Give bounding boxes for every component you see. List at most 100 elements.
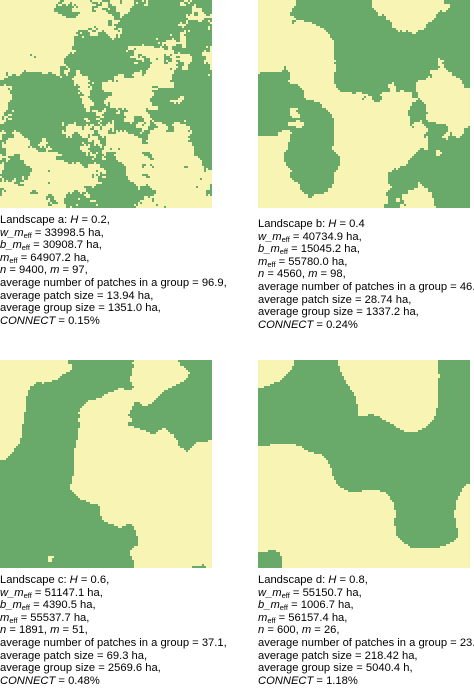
caption-text: = 97, [59, 264, 88, 277]
caption-text: CONNECT [0, 674, 56, 687]
caption-line: average number of patches in a group = 3… [0, 637, 227, 650]
caption-line: CONNECT = 0.15% [0, 315, 227, 328]
caption-line: b_meff = 15045.2 ha, [258, 243, 474, 256]
caption-line: b_meff = 1006.7 ha, [258, 599, 474, 612]
caption-text: b_m [0, 599, 22, 612]
caption-line: Landscape d: H = 0.8, [258, 574, 474, 587]
caption-text: average group size = 2569.6 ha, [0, 662, 161, 675]
caption-line: Landscape c: H = 0.6, [0, 574, 227, 587]
landscape-map [0, 0, 212, 208]
caption-text: H [69, 574, 78, 586]
caption-text: eff [267, 259, 276, 269]
caption-text: = 98, [317, 268, 346, 281]
caption-line: n = 4560, m = 98, [258, 268, 474, 281]
map-patches [258, 0, 470, 208]
caption-line: average group size = 5040.4 h, [258, 662, 474, 675]
caption-text: = 9400, [6, 264, 51, 277]
caption-text: = 1.18% [313, 674, 358, 687]
caption-text: m [301, 624, 312, 637]
caption-text: average patch size = 69.3 ha, [0, 649, 148, 662]
caption-text: average number of patches in a group = 2… [258, 636, 474, 649]
caption-text: = 40734.9 ha, [289, 230, 362, 243]
caption-text: = 51, [59, 624, 88, 637]
caption-text: average number of patches in a group = 9… [0, 276, 227, 289]
caption-line: b_meff = 4390.5 ha, [0, 599, 227, 612]
caption-line: w_meff = 33998.5 ha, [0, 227, 227, 240]
caption-line: average number of patches in a group = 9… [0, 277, 227, 290]
caption-text: eff [9, 255, 18, 265]
caption-text: = 15045.2 ha, [287, 243, 360, 256]
map-patches [0, 360, 212, 568]
caption-text: = 56157.4 ha, [275, 611, 348, 624]
caption-text: n [258, 268, 265, 281]
caption-text: = 4390.5 ha, [29, 599, 96, 612]
caption-text: m [258, 611, 268, 624]
caption-text: = 33998.5 ha, [31, 226, 104, 239]
caption-text: H [328, 574, 337, 586]
caption-text: b_m [0, 239, 22, 252]
caption-text: CONNECT [258, 318, 314, 331]
caption-text: m [258, 255, 268, 268]
caption-text: = 0.8, [336, 574, 368, 586]
caption-text: average group size = 5040.4 h, [258, 662, 413, 675]
caption-text: = 0.4 [336, 218, 365, 230]
caption-line: average group size = 1337.2 ha, [258, 306, 474, 319]
caption-text: = 0.48% [55, 674, 100, 687]
caption-line: n = 9400, m = 97, [0, 264, 227, 277]
caption-text: average patch size = 13.94 ha, [0, 289, 154, 302]
caption-line: average patch size = 218.42 ha, [258, 650, 474, 663]
caption-text: average number of patches in a group = 3… [0, 636, 227, 649]
caption-text: eff [23, 590, 32, 600]
caption-text: n [0, 624, 7, 637]
caption-text: = 1891, [6, 624, 51, 637]
caption: Landscape c: H = 0.6, w_meff = 51147.1 ha… [0, 574, 227, 687]
caption-line: Landscape a: H = 0.2, [0, 214, 227, 227]
caption-text: m [308, 268, 318, 281]
caption-text: = 51147.1 ha, [31, 586, 103, 599]
caption-text: = 26, [311, 624, 340, 637]
caption-text: average patch size = 218.42 ha, [258, 649, 418, 662]
caption: Landscape d: H = 0.8, w_meff = 55150.7 ha… [258, 574, 474, 687]
caption-text: n [258, 624, 265, 637]
caption-line: w_meff = 51147.1 ha, [0, 587, 227, 600]
caption-line: meff = 56157.4 ha, [258, 612, 474, 625]
caption-text: = 4560, [264, 268, 309, 281]
map-patches [0, 0, 212, 208]
caption-text: = 55537.7 ha, [17, 611, 90, 624]
caption-text: = 55150.7 ha, [289, 586, 362, 599]
caption-text: CONNECT [258, 674, 314, 687]
caption-text: Landscape b: [258, 218, 329, 230]
caption: Landscape a: H = 0.2, w_meff = 33998.5 ha… [0, 214, 227, 327]
caption-text: w_m [0, 586, 24, 599]
caption-line: n = 600, m = 26, [258, 624, 474, 637]
caption-line: meff = 55537.7 ha, [0, 612, 227, 625]
landscape-map [0, 360, 212, 568]
caption-text: average group size = 1337.2 ha, [258, 306, 419, 319]
caption-text: w_m [258, 230, 282, 243]
caption-line: w_meff = 40734.9 ha, [258, 231, 474, 244]
caption-text: H [328, 218, 337, 230]
caption-text: Landscape d: [258, 574, 329, 586]
caption-line: CONNECT = 0.48% [0, 675, 227, 688]
caption-text: m [0, 611, 10, 624]
caption-text: m [50, 624, 60, 637]
caption-text: m [50, 264, 60, 277]
caption-text: eff [281, 234, 290, 244]
caption-text: eff [267, 615, 276, 625]
caption-text: w_m [0, 226, 24, 239]
caption-line: b_meff = 30908.7 ha, [0, 239, 227, 252]
caption-text: eff [23, 230, 32, 240]
caption-line: meff = 55780.0 ha, [258, 256, 474, 269]
caption-line: w_meff = 55150.7 ha, [258, 587, 474, 600]
caption-line: average group size = 1351.0 ha, [0, 302, 227, 315]
landscape-map [258, 360, 470, 568]
caption-text: n [0, 264, 7, 277]
caption-text: b_m [258, 599, 280, 612]
caption-text: w_m [258, 586, 282, 599]
caption-line: average patch size = 69.3 ha, [0, 650, 227, 663]
map-patches [258, 360, 470, 568]
caption-text: CONNECT [0, 314, 56, 327]
caption-text: Landscape c: [0, 574, 70, 586]
caption-text: = 0.15% [55, 314, 100, 327]
